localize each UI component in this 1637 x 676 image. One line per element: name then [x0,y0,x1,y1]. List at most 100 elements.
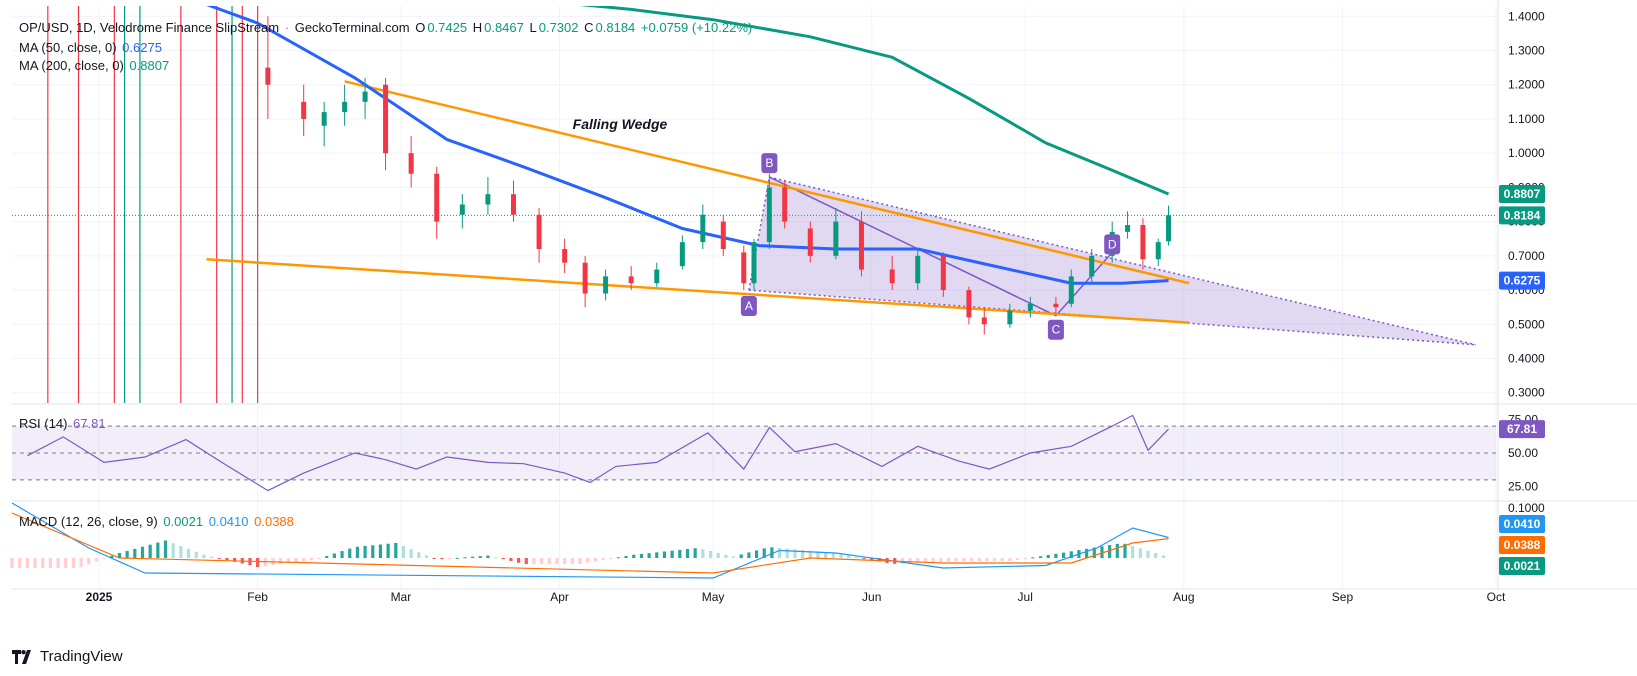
macd-hist-bar [724,554,728,558]
candle-body [1155,242,1161,260]
macd-hist-bar [586,558,590,563]
price-tag [1499,184,1545,203]
macd-hist-bar [563,558,567,564]
ma200-legend[interactable]: MA (200, close, 0) 0.8807 [19,58,171,73]
macd-hist-bar [447,558,452,559]
price-tick-label: 0.5000 [1508,317,1545,331]
macd-hist-bar [156,542,160,558]
macd-hist-bar [954,558,958,562]
macd-hist-bar [279,558,283,565]
macd-hist-bar [601,558,605,560]
macd-hist-value: 0.0021 [163,514,204,529]
macd-hist-bar [570,558,574,564]
macd-hist-bar [708,551,713,558]
candle-body [858,221,864,270]
macd-hist-bar [685,549,690,558]
macd-hist-bar [831,552,835,558]
macd-hist-bar [202,554,206,558]
macd-hist-bar [731,556,736,558]
macd-hist-bar [754,550,759,558]
macd-hist-bar [1000,558,1004,561]
candle-body [1027,303,1033,311]
low-value: 0.7302 [538,20,579,35]
time-axis-label: Apr [550,590,569,604]
ma200-line [579,6,1170,196]
candle-body [582,262,588,294]
macd-hist-bar [355,546,360,558]
price-tag [1499,206,1545,225]
time-axis-label: Feb [247,590,268,604]
close-label: C [584,20,594,35]
tradingview-logo[interactable]: TradingView [12,648,123,665]
time-axis-label: Jul [1018,590,1033,604]
macd-hist-bar [1138,548,1142,558]
macd-hist-bar [25,558,29,568]
macd-hist-bar [678,549,682,558]
price-tick-label: 1.3000 [1508,43,1545,57]
macd-legend[interactable]: MACD (12, 26, close, 9) 0.0021 0.0410 0.… [19,514,296,529]
candle-body [807,228,813,256]
macd-hist-bar [463,557,467,559]
candle-body [434,173,440,222]
candle-body [603,276,609,294]
pattern-point-label: C [1052,323,1061,337]
macd-tag [1499,557,1545,575]
macd-hist-bar [486,555,490,558]
ma50-label: MA (50, close, 0) [19,40,117,55]
macd-hist-bar [793,549,797,558]
macd-hist-bar [64,558,68,568]
candle-body [1089,255,1095,277]
macd-signal-line [11,512,1169,574]
macd-hist-bar [908,558,912,564]
candle-body [485,194,491,205]
macd-hist-bar [931,558,935,563]
macd-hist-bar [624,555,628,558]
pattern-point-label: A [745,299,753,313]
macd-hist-bar [839,554,843,558]
macd-hist-bar [547,558,551,564]
source-label: GeckoTerminal.com [294,20,410,35]
header-legend: OP/USD, 1D, Velodrome Finance SlipStream… [19,20,753,35]
macd-hist-bar [102,558,106,559]
macd-hist-bar [501,558,505,560]
ma50-legend[interactable]: MA (50, close, 0) 0.6275 [19,40,164,55]
pattern-point-marker [740,296,757,317]
time-axis-label: Mar [391,590,412,604]
macd-hist-bar [409,549,413,558]
macd-hist-bar [1023,558,1027,559]
change-value: +0.0759 (+10.22%) [640,20,753,35]
macd-hist-bar [179,546,183,558]
candle-body [720,221,726,249]
macd-hist-bar [877,558,881,562]
symbol-label[interactable]: OP/USD, 1D, Velodrome Finance SlipStream [19,20,280,35]
macd-hist-bar [1115,543,1119,558]
macd-hist-bar [71,558,76,568]
macd-hist-bar [870,558,874,560]
macd-hist-bar [801,550,805,558]
macd-hist-bar [394,543,398,558]
candle-body [679,242,685,267]
time-axis-label: 2025 [86,590,113,604]
macd-hist-bar [302,558,306,562]
price-tick-label: 1.1000 [1508,112,1545,126]
price-tag-label: 0.6275 [1504,274,1541,288]
macd-hist-bar [233,558,237,562]
macd-hist-bar [808,550,812,558]
rsi-legend[interactable]: RSI (14) 67.81 [19,416,108,431]
macd-hist-bar [401,546,406,558]
high-value: 0.8467 [484,20,524,35]
time-axis-label: Sep [1332,590,1354,604]
close-value: 0.8184 [595,20,636,35]
price-tick-label: 1.2000 [1508,78,1545,92]
macd-hist-bar [1154,553,1158,558]
time-axis-label: May [702,590,725,604]
macd-hist-bar [847,555,851,558]
ma50-value: 0.6275 [122,40,162,55]
macd-hist-bar [171,543,175,558]
rsi-tick-label: 50.00 [1508,446,1538,460]
macd-hist-bar [1161,555,1165,558]
macd-hist-bar [616,557,620,559]
candle-body [321,112,327,126]
macd-hist-bar [985,558,989,561]
